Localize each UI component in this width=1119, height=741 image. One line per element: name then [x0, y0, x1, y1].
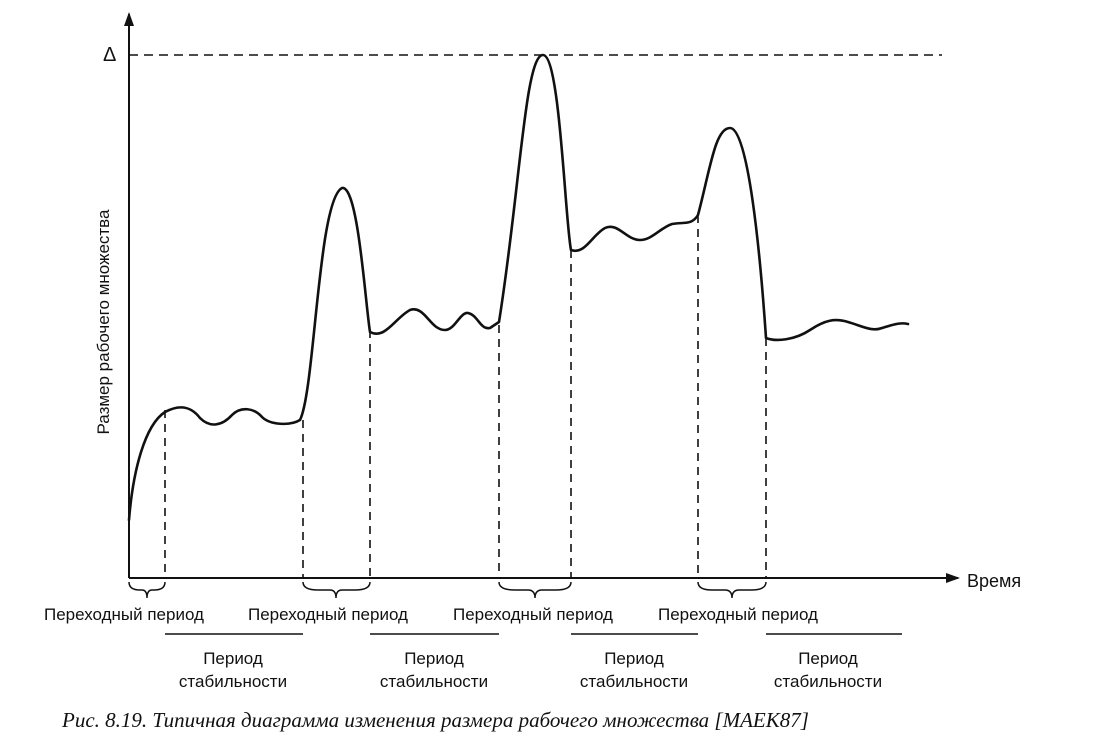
bracket-3: [498, 581, 572, 599]
delta-label: Δ: [103, 44, 116, 66]
stability-label-3a: Период: [604, 649, 664, 668]
working-set-curve: [127, 53, 910, 522]
bracket-2: [302, 581, 371, 599]
transition-label-3: Переходный период: [453, 605, 613, 624]
stability-label-3b: стабильности: [580, 672, 688, 691]
transition-brackets: [128, 581, 767, 599]
y-axis-label: Размер рабочего множества: [94, 209, 113, 434]
transition-label-4: Переходный период: [658, 605, 818, 624]
stability-label-4a: Период: [798, 649, 858, 668]
x-axis-label: Время: [967, 571, 1021, 591]
transition-label-2: Переходный период: [248, 605, 408, 624]
transition-label-1: Переходный период: [44, 605, 204, 624]
stability-label-2a: Период: [404, 649, 464, 668]
stability-label-2b: стабильности: [380, 672, 488, 691]
stability-label-1b: стабильности: [179, 672, 287, 691]
stability-label-1a: Период: [203, 649, 263, 668]
phase-boundaries: [164, 215, 767, 578]
stability-label-4b: стабильности: [774, 672, 882, 691]
figure-caption: Рис. 8.19. Типичная диаграмма изменения …: [61, 708, 809, 732]
bracket-4: [697, 581, 767, 599]
bracket-1: [128, 581, 166, 599]
